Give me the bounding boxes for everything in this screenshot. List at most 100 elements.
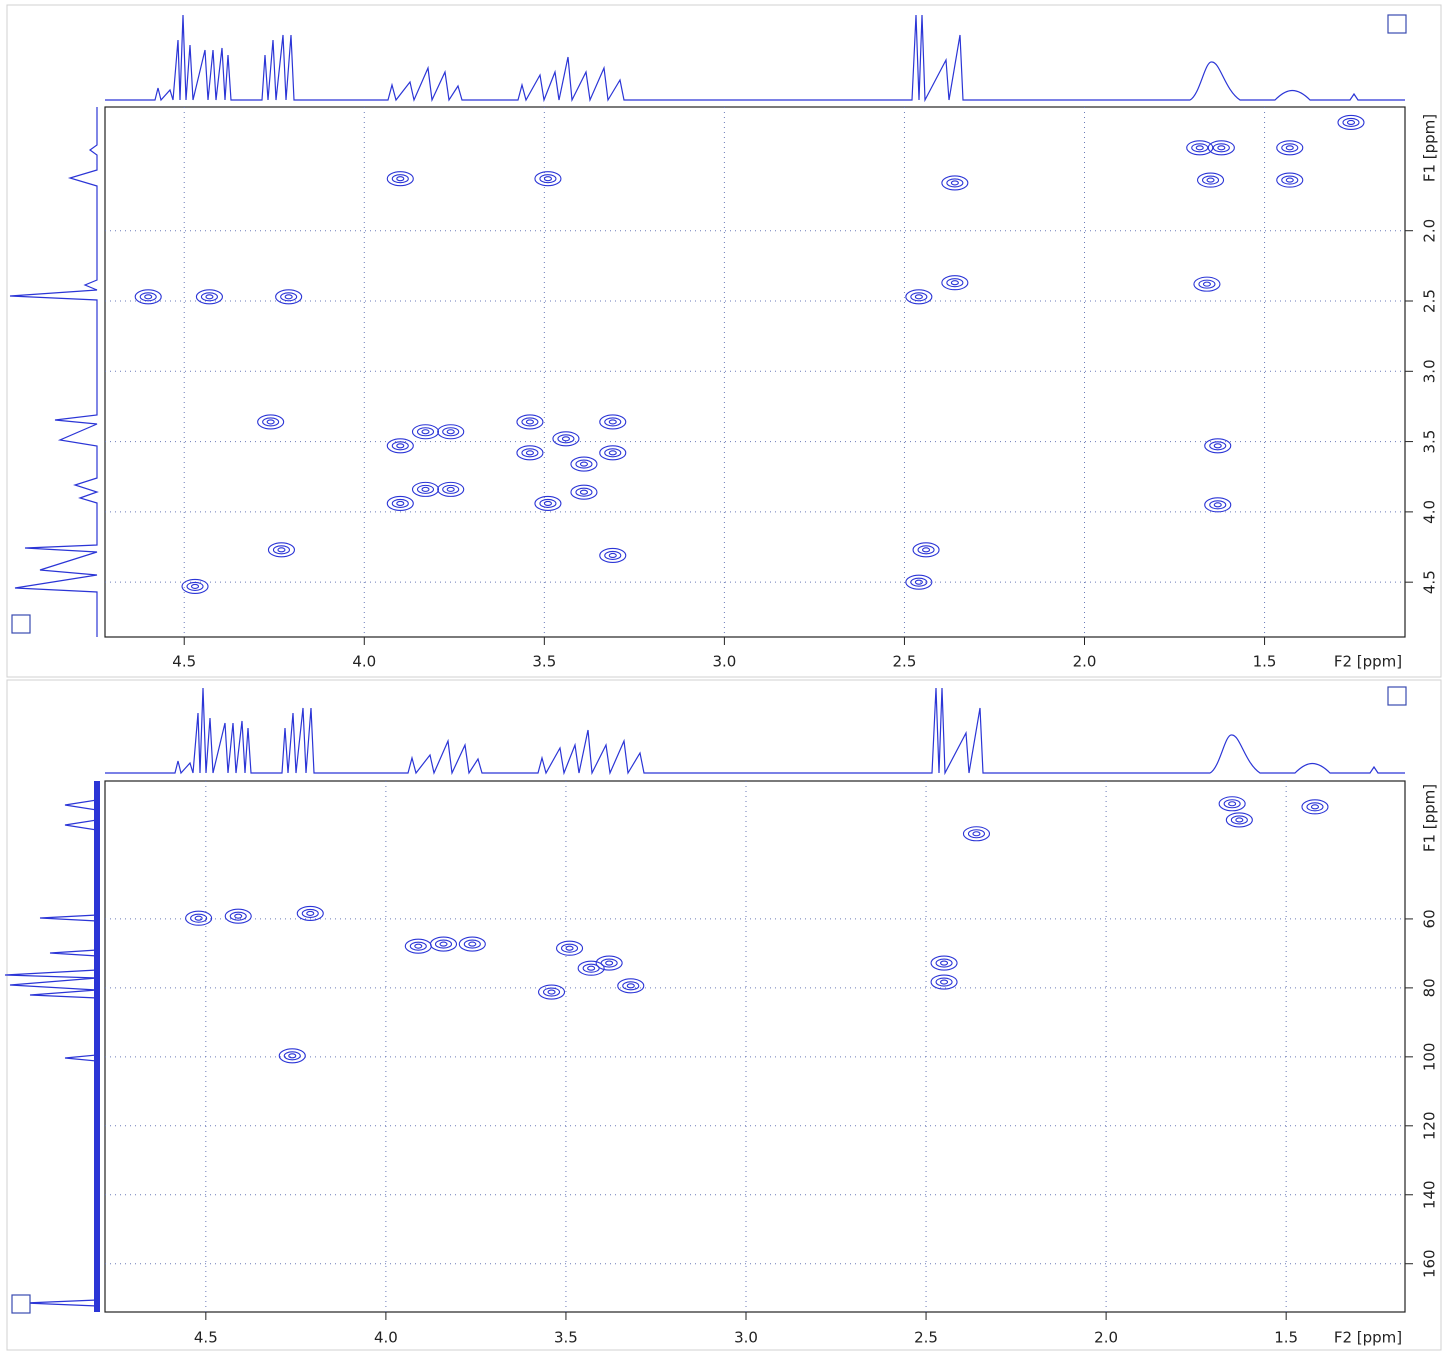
contour (604, 417, 622, 427)
cross-peak (570, 484, 598, 500)
contour (144, 294, 153, 300)
contour (552, 431, 580, 447)
contour (579, 489, 588, 495)
contour (277, 547, 286, 553)
contour (386, 171, 414, 187)
contour (946, 178, 964, 188)
cross-peak (577, 960, 605, 976)
cross-peak (437, 424, 465, 440)
projection-f1 (9, 107, 99, 637)
contour (1225, 812, 1253, 828)
contour (262, 417, 280, 427)
cross-peak (905, 289, 933, 305)
contour (396, 500, 405, 506)
contour (391, 174, 409, 184)
y-tick-label: 100 (1421, 1043, 1439, 1072)
contour (516, 414, 544, 430)
contour (200, 292, 218, 302)
cross-peak (1301, 799, 1329, 815)
cross-peak (534, 495, 562, 511)
contour (600, 958, 618, 968)
cross-peak (534, 171, 562, 187)
contour (1218, 796, 1246, 812)
contour (391, 441, 409, 451)
contour (234, 913, 243, 919)
cross-peak (1225, 812, 1253, 828)
contour (910, 577, 928, 587)
contour (521, 448, 539, 458)
cross-peak (599, 414, 627, 430)
contour (437, 481, 465, 497)
x-tick-label: 2.0 (1094, 1329, 1118, 1347)
contour (1285, 145, 1294, 151)
corner-box[interactable] (1387, 14, 1407, 34)
contour (134, 289, 162, 305)
contour (941, 275, 969, 291)
contour (416, 427, 435, 437)
contour (439, 941, 448, 947)
corner-box[interactable] (11, 614, 31, 634)
x-tick-label: 3.0 (712, 653, 736, 671)
contour (195, 289, 223, 305)
contour (950, 280, 959, 286)
contour (296, 905, 324, 921)
contour (577, 960, 605, 976)
y-tick-label: 80 (1421, 978, 1439, 997)
contour (434, 939, 453, 949)
contour (525, 450, 534, 456)
cross-peak (278, 1048, 306, 1064)
cross-peak (930, 974, 958, 990)
contour (575, 459, 593, 469)
contour (1186, 140, 1214, 156)
corner-box[interactable] (11, 1294, 31, 1314)
contour (950, 180, 959, 186)
contour (278, 1048, 306, 1064)
contour (579, 461, 588, 467)
contour (561, 436, 570, 442)
projection-f2 (105, 687, 1405, 776)
cross-peak (555, 940, 584, 956)
contour (1206, 177, 1215, 183)
contour (1196, 172, 1225, 188)
cross-peak (195, 289, 223, 305)
cross-peak (1276, 172, 1304, 188)
contour (604, 448, 622, 458)
panel-frame (6, 4, 1442, 678)
cross-peak (1193, 276, 1221, 292)
contour (582, 963, 600, 973)
cross-peak (1218, 796, 1246, 812)
contour (1301, 799, 1329, 815)
contour (534, 171, 562, 187)
cross-peak (386, 438, 414, 454)
cross-peak (516, 414, 544, 430)
contour (930, 955, 958, 971)
contour (181, 578, 209, 594)
contour (386, 438, 414, 454)
contour (1191, 143, 1209, 153)
contour (429, 936, 458, 952)
contour (570, 456, 598, 472)
corner-box[interactable] (1387, 686, 1407, 706)
contour (941, 175, 969, 191)
contour (1228, 801, 1237, 807)
cross-peak (599, 445, 627, 461)
contour (272, 545, 291, 555)
contour (516, 445, 544, 461)
cross-peak (617, 978, 645, 994)
contour (1281, 143, 1299, 153)
contour (1230, 815, 1248, 825)
y-tick-label: 4.0 (1421, 500, 1439, 524)
contour (922, 547, 931, 553)
contour (539, 174, 557, 184)
contour (416, 484, 435, 494)
contour (565, 945, 574, 951)
y-tick-label: 3.0 (1421, 359, 1439, 383)
contour (525, 419, 534, 425)
x-tick-label: 1.5 (1274, 1329, 1298, 1347)
contour (599, 445, 627, 461)
contour (962, 826, 991, 842)
contour (288, 1053, 297, 1059)
cross-peak (537, 984, 566, 1000)
contour (1213, 502, 1222, 508)
cross-peak (595, 955, 623, 971)
